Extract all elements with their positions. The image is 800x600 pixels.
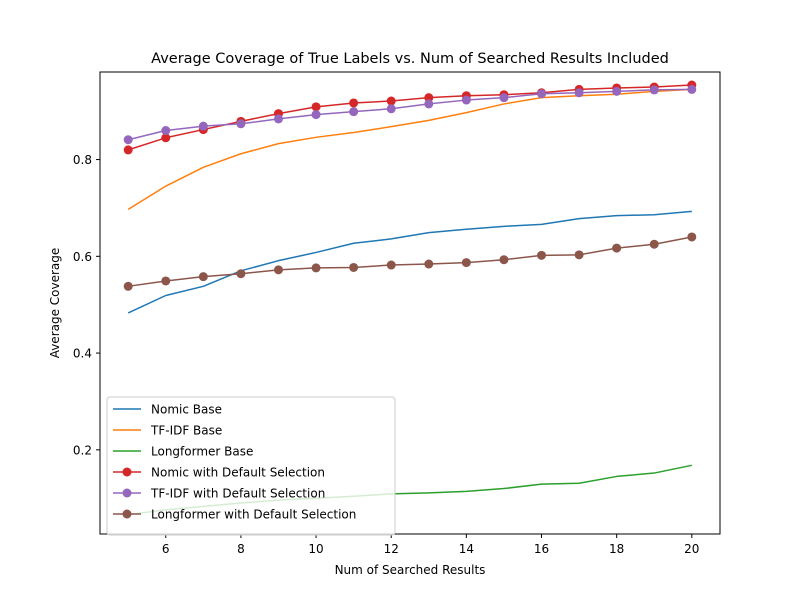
data-point — [687, 232, 697, 242]
legend-label: Longformer Base — [151, 445, 253, 459]
data-point — [537, 89, 547, 99]
data-point — [574, 250, 584, 260]
y-axis-label: Average Coverage — [48, 248, 62, 359]
data-point — [424, 99, 434, 109]
legend-label: Nomic Base — [151, 403, 222, 417]
legend-box — [106, 396, 396, 536]
legend-item: Nomic with Default Selection — [113, 466, 325, 480]
y-tick-label: 0.6 — [73, 250, 92, 264]
legend-label: Nomic with Default Selection — [151, 466, 325, 480]
x-tick-label: 6 — [162, 542, 170, 556]
data-point — [123, 145, 133, 155]
data-point — [499, 93, 509, 103]
data-point — [612, 243, 622, 253]
data-point — [123, 135, 133, 145]
series-longformer-with-default-selection — [123, 232, 697, 291]
x-tick-label: 10 — [308, 542, 323, 556]
series-tf-idf-with-default-selection — [123, 84, 697, 145]
series-line — [128, 236, 692, 288]
x-tick-label: 14 — [459, 542, 474, 556]
legend-item: Longformer with Default Selection — [113, 508, 356, 522]
data-point — [123, 281, 133, 291]
data-point — [198, 121, 208, 131]
legend-item: Nomic Base — [113, 403, 222, 417]
data-point — [461, 258, 471, 268]
series-tf-idf-base — [127, 88, 692, 211]
data-point — [273, 265, 283, 275]
legend-marker — [122, 509, 132, 519]
data-point — [499, 255, 509, 265]
data-point — [424, 259, 434, 269]
data-point — [349, 107, 359, 117]
x-axis-label: Num of Searched Results — [335, 563, 486, 577]
data-point — [386, 104, 396, 114]
series-line — [127, 88, 692, 211]
data-point — [311, 102, 321, 112]
data-point — [311, 263, 321, 273]
data-point — [161, 126, 171, 136]
data-point — [574, 88, 584, 98]
data-point — [273, 114, 283, 124]
x-tick-label: 16 — [534, 542, 549, 556]
data-point — [236, 269, 246, 279]
legend-item: Longformer Base — [113, 445, 253, 459]
data-point — [687, 84, 697, 94]
y-tick-label: 0.4 — [73, 347, 92, 361]
data-point — [386, 260, 396, 270]
data-point — [461, 95, 471, 105]
data-point — [424, 93, 434, 103]
legend-label: TF-IDF with Default Selection — [150, 487, 325, 501]
legend-marker — [122, 488, 132, 498]
data-point — [236, 119, 246, 129]
legend-label: Longformer with Default Selection — [151, 508, 356, 522]
legend: Nomic Base TF-IDF Base Longformer Base Nomi… — [106, 396, 396, 536]
data-point — [537, 250, 547, 260]
legend-item: TF-IDF Base — [113, 424, 222, 438]
series-nomic-base — [127, 210, 692, 314]
y-tick-label: 0.8 — [73, 153, 92, 167]
data-point — [649, 239, 659, 249]
chart-title: Average Coverage of True Labels vs. Num … — [151, 51, 669, 67]
legend-marker — [122, 467, 132, 477]
data-point — [612, 86, 622, 96]
series-line — [128, 88, 692, 141]
series-line — [127, 210, 692, 314]
data-point — [649, 85, 659, 95]
legend-item: TF-IDF with Default Selection — [113, 487, 325, 501]
plot-frame — [99, 71, 721, 535]
data-point — [161, 276, 171, 286]
data-point — [161, 133, 171, 143]
data-point — [311, 110, 321, 120]
legend-label: TF-IDF Base — [150, 424, 222, 438]
x-tick-label: 8 — [237, 542, 245, 556]
x-tick-label: 20 — [684, 542, 699, 556]
data-point — [349, 98, 359, 108]
x-tick-label: 12 — [384, 542, 399, 556]
y-tick-label: 0.2 — [73, 443, 92, 457]
data-point — [198, 272, 208, 282]
x-tick-label: 18 — [609, 542, 624, 556]
data-point — [386, 96, 396, 106]
axis-ticks: 6 8 10 12 14 16 18 20 0.2 0.4 0.6 0.8 — [73, 153, 700, 556]
data-point — [349, 262, 359, 272]
